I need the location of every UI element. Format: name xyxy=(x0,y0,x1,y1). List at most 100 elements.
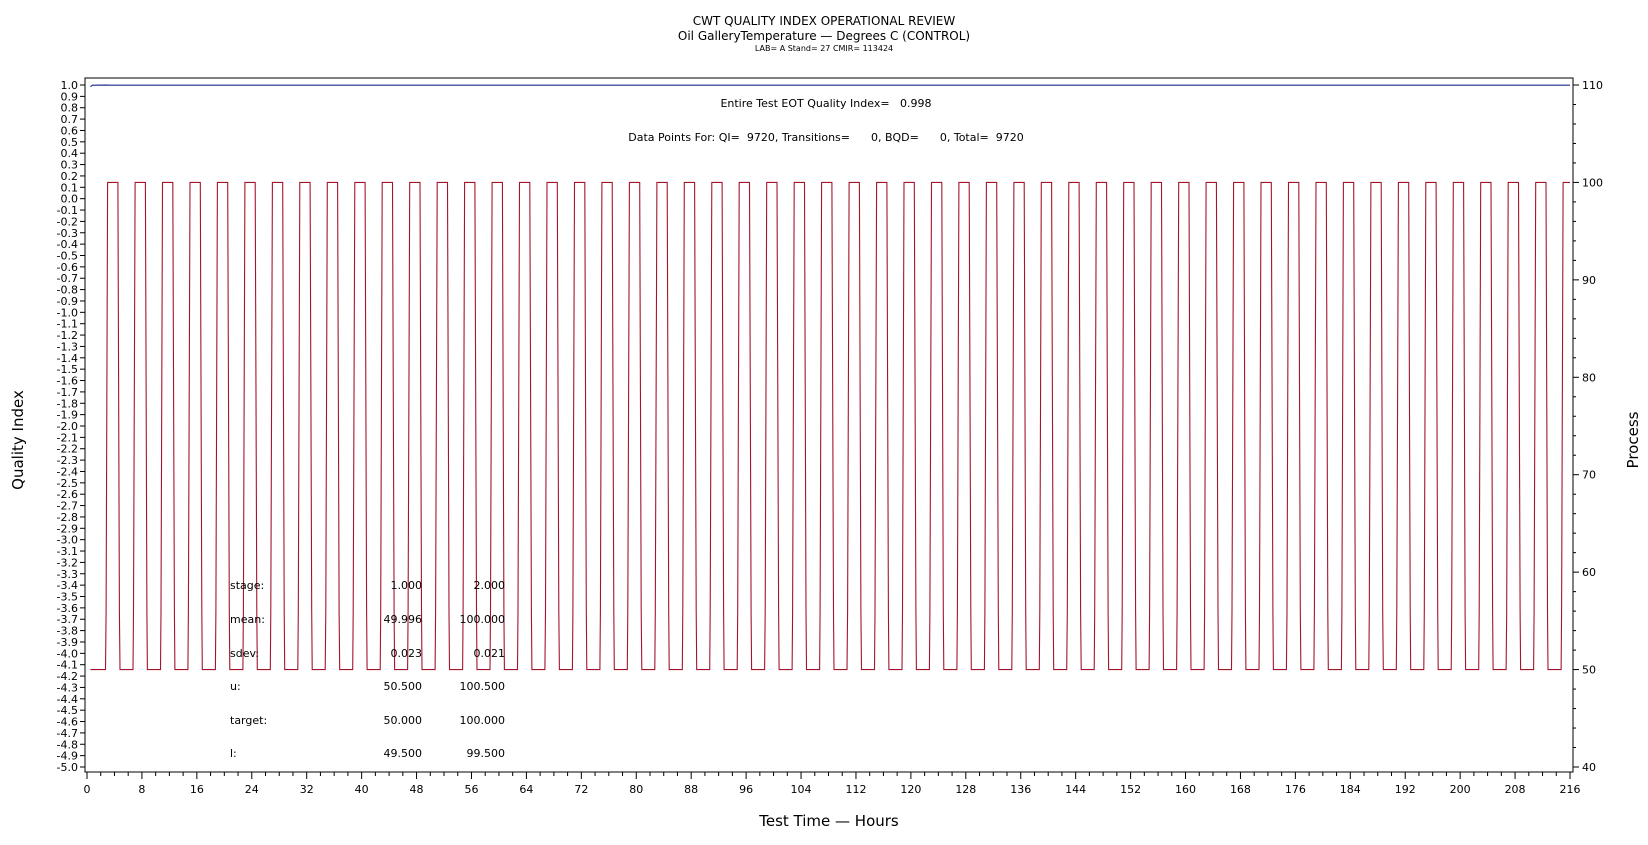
y-left-tick-label: -3.6 xyxy=(57,602,78,615)
x-tick-label: 96 xyxy=(739,783,753,796)
y-left-tick-label: -2.8 xyxy=(57,511,78,524)
stats-row-value-stage1: 1.000 xyxy=(391,579,423,592)
y-left-tick-label: -1.7 xyxy=(57,386,78,399)
x-tick-label: 40 xyxy=(355,783,369,796)
y-left-tick-label: -4.5 xyxy=(57,704,78,717)
y-left-tick-label: 1.0 xyxy=(61,79,79,92)
y-left-tick-label: -4.8 xyxy=(57,738,78,751)
left-axis-ticks: 1.00.90.80.70.60.50.40.30.20.10.0-0.1-0.… xyxy=(57,79,85,774)
stats-row-label: l: xyxy=(230,747,237,760)
y-left-tick-label: -1.3 xyxy=(57,340,78,353)
x-tick-label: 120 xyxy=(900,783,921,796)
y-left-tick-label: 0.8 xyxy=(61,102,79,115)
y-left-tick-label: -0.1 xyxy=(57,204,78,217)
y-left-tick-label: -0.7 xyxy=(57,272,78,285)
stats-row-label: u: xyxy=(230,680,241,693)
y-left-tick-label: 0.4 xyxy=(61,147,79,160)
y-right-tick-label: 110 xyxy=(1582,79,1603,92)
stats-row-value-stage2: 100.000 xyxy=(460,613,506,626)
x-tick-label: 136 xyxy=(1010,783,1031,796)
y-left-tick-label: -2.3 xyxy=(57,454,78,467)
x-tick-label: 216 xyxy=(1560,783,1581,796)
stats-row-value-stage2: 0.021 xyxy=(474,647,506,660)
y-axis-label-left: Quality Index xyxy=(9,390,27,490)
y-left-tick-label: 0.5 xyxy=(61,136,79,149)
x-tick-label: 48 xyxy=(410,783,424,796)
y-left-tick-label: -2.6 xyxy=(57,488,78,501)
y-left-tick-label: -4.9 xyxy=(57,750,78,763)
y-left-tick-label: -5.0 xyxy=(57,761,78,774)
x-tick-label: 128 xyxy=(955,783,976,796)
stats-row-value-stage2: 2.000 xyxy=(474,579,506,592)
y-left-tick-label: -2.2 xyxy=(57,443,78,456)
y-left-tick-label: -2.7 xyxy=(57,500,78,513)
x-axis-label: Test Time — Hours xyxy=(758,812,899,830)
x-tick-label: 80 xyxy=(629,783,643,796)
y-left-tick-label: -1.2 xyxy=(57,329,78,342)
y-left-tick-label: -4.4 xyxy=(57,693,78,706)
y-left-tick-label: -4.0 xyxy=(57,647,78,660)
y-left-tick-label: 0.1 xyxy=(61,181,79,194)
stats-row-value-stage2: 99.500 xyxy=(467,747,506,760)
y-left-tick-label: -4.6 xyxy=(57,716,78,729)
y-left-tick-label: -0.9 xyxy=(57,295,78,308)
y-left-tick-label: -2.0 xyxy=(57,420,78,433)
stats-row-value-stage2: 100.000 xyxy=(460,714,506,727)
y-left-tick-label: -0.6 xyxy=(57,261,78,274)
y-left-tick-label: -4.3 xyxy=(57,681,78,694)
stats-row-label: mean: xyxy=(230,613,265,626)
y-left-tick-label: -3.3 xyxy=(57,568,78,581)
x-tick-label: 32 xyxy=(300,783,314,796)
y-left-tick-label: 0.9 xyxy=(61,90,79,103)
x-tick-label: 192 xyxy=(1395,783,1416,796)
x-tick-label: 72 xyxy=(574,783,588,796)
y-left-tick-label: -1.5 xyxy=(57,363,78,376)
y-right-tick-label: 60 xyxy=(1582,566,1596,579)
y-right-tick-label: 80 xyxy=(1582,371,1596,384)
y-left-tick-label: -0.3 xyxy=(57,227,78,240)
stats-row-label: stage: xyxy=(230,579,264,592)
y-left-tick-label: -3.1 xyxy=(57,545,78,558)
x-tick-label: 88 xyxy=(684,783,698,796)
y-left-tick-label: 0.2 xyxy=(61,170,79,183)
y-left-tick-label: -4.1 xyxy=(57,659,78,672)
y-left-tick-label: -0.2 xyxy=(57,215,78,228)
x-axis-ticks: 0 8 16 24 32 40 48 56 64 72 80 88 96 104 112 120 128 136 1… xyxy=(84,772,1581,796)
y-left-tick-label: -3.2 xyxy=(57,556,78,569)
y-axis-label-right: Process xyxy=(1624,411,1642,468)
annotation-quality-index: Entire Test EOT Quality Index= 0.998 xyxy=(720,97,931,110)
right-axis-ticks: 110 100 90 80 70 60 50 40 xyxy=(1573,79,1603,774)
y-left-tick-label: 0.6 xyxy=(61,124,79,137)
y-left-tick-label: -4.2 xyxy=(57,670,78,683)
x-tick-label: 184 xyxy=(1340,783,1361,796)
stats-row-value-stage1: 50.000 xyxy=(384,714,423,727)
x-tick-label: 24 xyxy=(245,783,259,796)
y-left-tick-label: 0.3 xyxy=(61,159,79,172)
y-left-tick-label: -1.0 xyxy=(57,306,78,319)
plot-frame xyxy=(84,77,1574,773)
y-left-tick-label: -1.6 xyxy=(57,375,78,388)
chart-title: CWT QUALITY INDEX OPERATIONAL REVIEW xyxy=(693,14,956,28)
y-left-tick-label: -2.9 xyxy=(57,522,78,535)
y-left-tick-label: 0.0 xyxy=(61,193,79,206)
y-left-tick-label: -3.7 xyxy=(57,613,78,626)
y-right-tick-label: 70 xyxy=(1582,469,1596,482)
x-tick-label: 16 xyxy=(190,783,204,796)
x-tick-label: 176 xyxy=(1285,783,1306,796)
y-left-tick-label: -3.0 xyxy=(57,534,78,547)
y-left-tick-label: -1.4 xyxy=(57,352,78,365)
stats-row-value-stage1: 49.500 xyxy=(384,747,423,760)
x-tick-label: 0 xyxy=(84,783,91,796)
x-tick-label: 208 xyxy=(1505,783,1526,796)
y-right-tick-label: 50 xyxy=(1582,664,1596,677)
stats-row-label: sdev: xyxy=(230,647,259,660)
y-left-tick-label: -2.4 xyxy=(57,465,78,478)
x-tick-label: 64 xyxy=(519,783,533,796)
x-tick-label: 112 xyxy=(845,783,866,796)
x-tick-label: 104 xyxy=(791,783,812,796)
stats-row-label: target: xyxy=(230,714,267,727)
y-right-tick-label: 90 xyxy=(1582,274,1596,287)
x-tick-label: 200 xyxy=(1450,783,1471,796)
y-left-tick-label: -2.5 xyxy=(57,477,78,490)
